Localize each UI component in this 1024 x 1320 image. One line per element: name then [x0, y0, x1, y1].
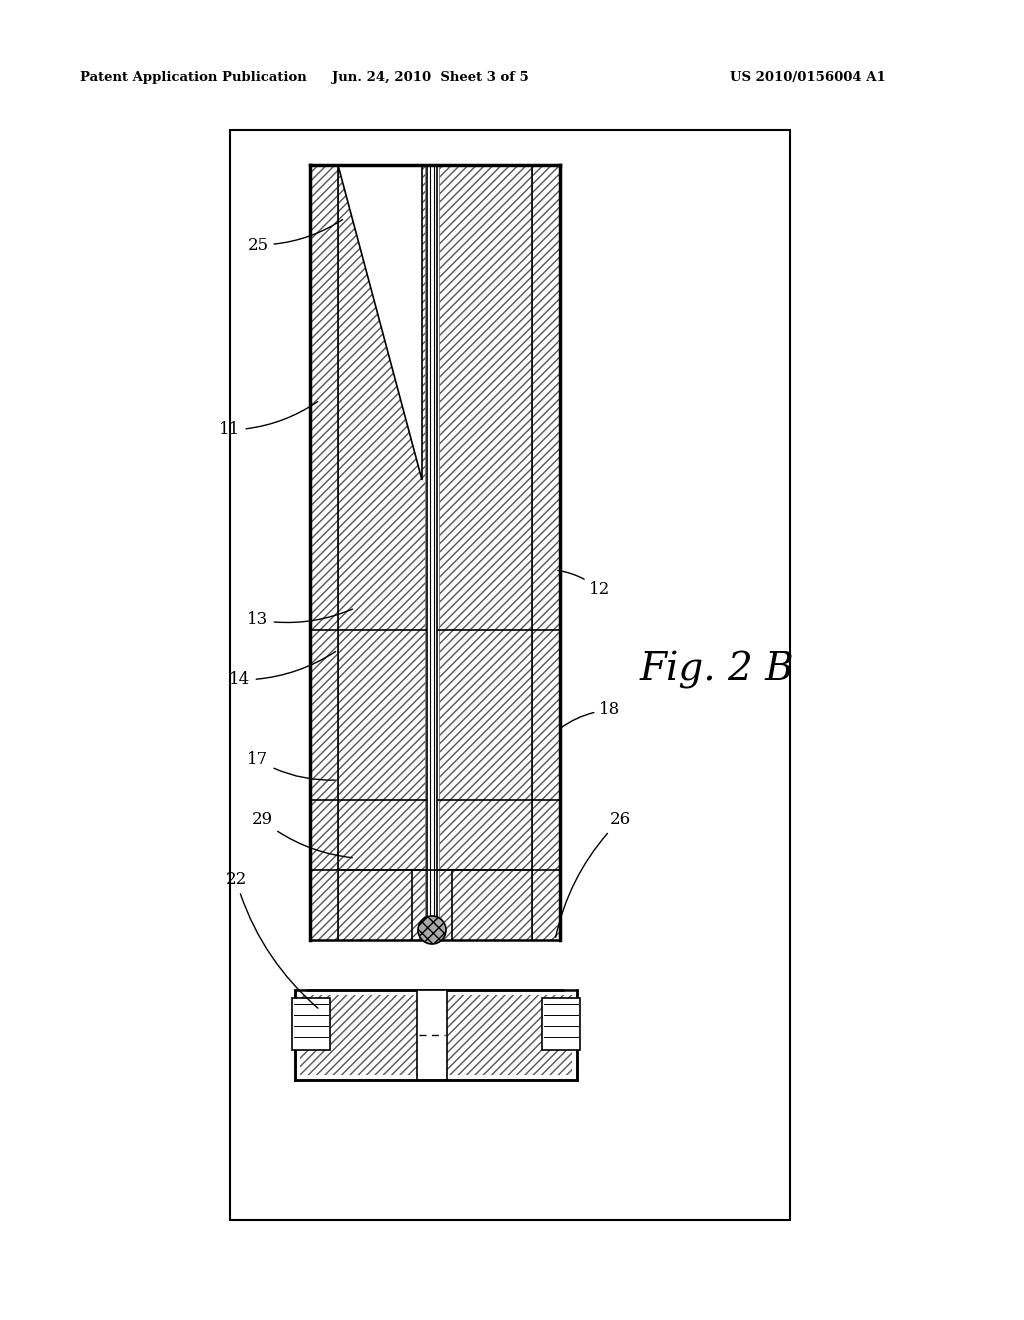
Bar: [542, 998, 580, 1049]
Bar: [295, 990, 577, 1080]
Text: Jun. 24, 2010  Sheet 3 of 5: Jun. 24, 2010 Sheet 3 of 5: [332, 71, 528, 84]
Text: 25: 25: [248, 219, 343, 253]
Bar: [300, 995, 572, 1074]
Text: 13: 13: [248, 609, 352, 628]
Bar: [417, 990, 447, 1080]
Text: Fig. 2 B: Fig. 2 B: [640, 651, 795, 689]
Text: 18: 18: [560, 701, 621, 729]
Bar: [439, 165, 532, 940]
Bar: [310, 165, 338, 940]
Bar: [532, 165, 560, 940]
Bar: [292, 998, 330, 1049]
Text: Patent Application Publication: Patent Application Publication: [80, 71, 307, 84]
Text: US 2010/0156004 A1: US 2010/0156004 A1: [730, 71, 886, 84]
Text: 14: 14: [229, 652, 336, 689]
Text: 22: 22: [225, 871, 317, 1008]
Text: 29: 29: [252, 812, 352, 858]
Text: 11: 11: [219, 401, 317, 438]
Circle shape: [418, 916, 446, 944]
Text: 17: 17: [248, 751, 335, 780]
Bar: [338, 165, 425, 940]
Text: 26: 26: [556, 812, 631, 937]
Polygon shape: [338, 165, 422, 480]
Bar: [427, 165, 437, 940]
Text: 12: 12: [558, 570, 610, 598]
Bar: [230, 129, 790, 1220]
